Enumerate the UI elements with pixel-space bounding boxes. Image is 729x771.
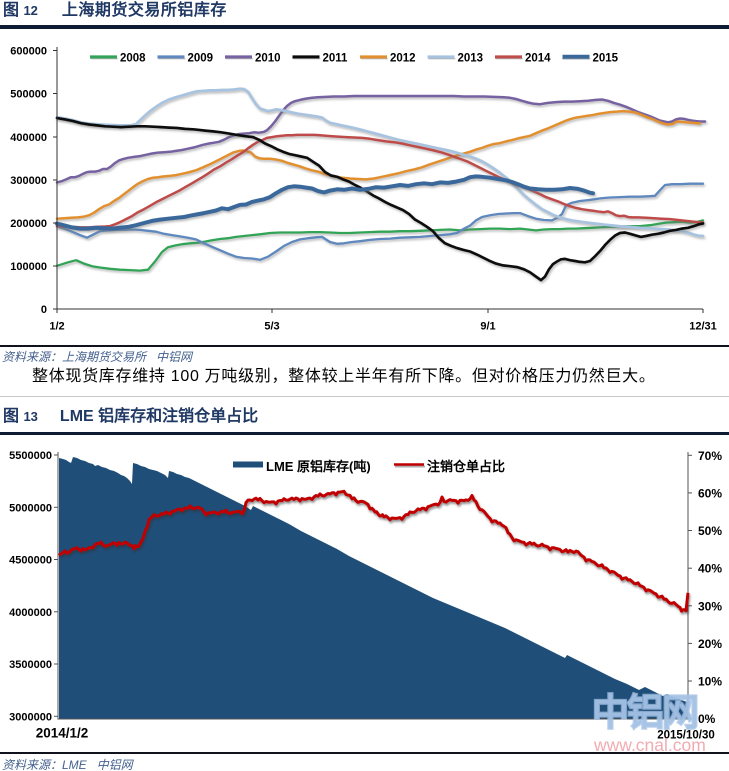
svg-text:2012: 2012 [390,53,416,65]
svg-text:0%: 0% [698,712,716,726]
svg-text:5500000: 5500000 [9,450,52,462]
svg-text:500000: 500000 [10,89,47,101]
svg-text:50%: 50% [698,524,722,538]
svg-text:600000: 600000 [10,46,47,58]
svg-text:5/3: 5/3 [264,321,279,333]
svg-text:LME 原铝库存(吨): LME 原铝库存(吨) [266,459,371,474]
svg-text:10%: 10% [698,675,722,689]
svg-text:2010: 2010 [255,53,281,65]
svg-text:5000000: 5000000 [9,502,52,514]
svg-text:2011: 2011 [323,53,349,65]
svg-text:2014: 2014 [525,53,551,65]
svg-text:300000: 300000 [10,175,47,187]
svg-text:4000000: 4000000 [9,607,52,619]
svg-text:0: 0 [41,304,47,316]
svg-text:2015: 2015 [593,53,619,65]
svg-text:12/31: 12/31 [689,321,717,333]
svg-text:1/2: 1/2 [49,321,64,333]
svg-text:60%: 60% [698,486,722,500]
svg-text:4500000: 4500000 [9,555,52,567]
svg-text:30%: 30% [698,599,722,613]
svg-text:3000000: 3000000 [9,711,52,723]
svg-text:20%: 20% [698,637,722,651]
svg-text:200000: 200000 [10,218,47,230]
svg-text:2008: 2008 [120,53,146,65]
svg-text:3500000: 3500000 [9,659,52,671]
svg-text:70%: 70% [698,449,722,463]
svg-text:40%: 40% [698,562,722,576]
svg-text:9/1: 9/1 [480,321,495,333]
svg-text:2009: 2009 [188,53,214,65]
svg-text:2015/10/30: 2015/10/30 [657,730,715,742]
svg-text:400000: 400000 [10,132,47,144]
svg-text:注销仓单占比: 注销仓单占比 [427,459,505,474]
svg-text:2014/1/2: 2014/1/2 [36,726,89,741]
svg-text:2013: 2013 [458,53,484,65]
svg-text:100000: 100000 [10,261,47,273]
